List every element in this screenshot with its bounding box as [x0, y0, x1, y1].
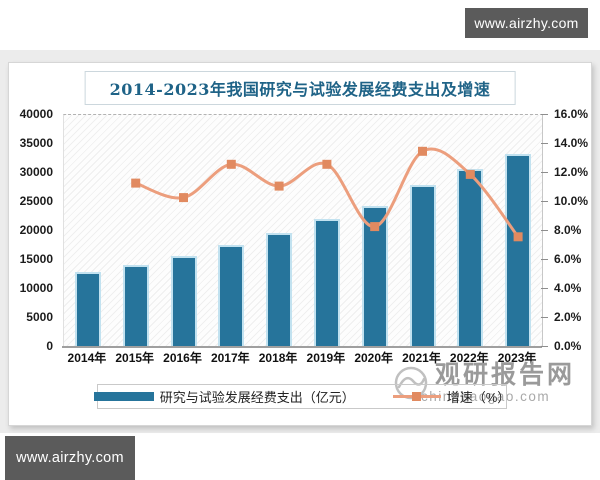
x-axis-tick-label: 2017年	[210, 351, 250, 365]
chart-title: 2014-2023年我国研究与试验发展经费支出及增速	[109, 80, 491, 99]
x-axis-tick-label: 2019年	[306, 351, 346, 365]
line-marker	[513, 232, 523, 242]
growth-line	[134, 147, 520, 239]
plot-area	[63, 114, 543, 347]
legend-item-line-series: 增速（%）	[392, 387, 511, 406]
y-axis-left: 40000 35000 30000 25000 20000 15000 10000 5000 0	[9, 63, 57, 427]
bar	[74, 271, 101, 347]
y-axis-right-tick-label: 10.0%	[554, 194, 589, 208]
y-axis-right: 16.0% 14.0% 12.0% 10.0% 8.0% 6.0% 4.0% 2.0% 0.0%	[551, 63, 593, 427]
y-axis-right-tick-label: 0.0%	[554, 339, 582, 353]
line-marker	[226, 159, 236, 169]
bar	[457, 168, 484, 347]
y-axis-right-tick-mark	[541, 346, 548, 347]
x-axis-tick-label: 2023年	[497, 351, 537, 365]
y-axis-left-tick-label: 15000	[19, 252, 53, 266]
y-axis-right-tick-mark	[541, 201, 548, 202]
line-series-layer	[131, 146, 523, 242]
legend-item-bar-series: 研究与试验发展经费支出（亿元）	[93, 387, 355, 406]
bar	[409, 184, 436, 347]
chart-card: 2014-2023年我国研究与试验发展经费支出及增速 40000 35000 300…	[8, 62, 592, 426]
y-axis-left-tick-label: 30000	[19, 165, 53, 179]
legend-label-line-series: 增速（%）	[446, 390, 511, 405]
y-axis-left-tick-label: 5000	[26, 310, 53, 324]
y-axis-right-tick-label: 16.0%	[554, 107, 589, 121]
watermark-badge-bottom-left: www.airzhy.com	[5, 436, 135, 480]
y-axis-left-tick-label: 20000	[19, 223, 53, 237]
y-axis-right-tick-label: 12.0%	[554, 165, 589, 179]
y-axis-right-tick-label: 4.0%	[554, 281, 582, 295]
bar	[170, 256, 197, 347]
y-axis-left-tick-label: 0	[46, 339, 53, 353]
x-axis-tick-label: 2016年	[163, 351, 202, 365]
line-series-swatch-icon	[392, 392, 441, 401]
y-axis-left-tick-label: 10000	[19, 281, 53, 295]
chart-title-box: 2014-2023年我国研究与试验发展经费支出及增速	[84, 71, 516, 105]
y-axis-left-tick-label: 35000	[19, 136, 53, 150]
bar	[122, 264, 149, 347]
x-axis-labels: 2014年 2015年 2016年 2017年 2018年 2019年 2020年 2021年…	[63, 350, 541, 368]
x-axis-tick-label: 2022年	[449, 351, 489, 365]
y-axis-right-tick-label: 8.0%	[554, 223, 582, 237]
line-marker	[370, 222, 380, 232]
line-marker	[274, 181, 284, 191]
y-axis-right-tick-label: 14.0%	[554, 136, 589, 150]
bar	[218, 244, 245, 347]
line-marker	[465, 169, 475, 179]
x-axis-line	[62, 346, 542, 348]
y-axis-left-tick-label: 25000	[19, 194, 53, 208]
x-axis-tick-label: 2020年	[354, 351, 394, 365]
x-axis-tick-label: 2014年	[67, 351, 107, 365]
y-axis-right-tick-mark	[541, 259, 548, 260]
bar	[505, 154, 532, 347]
y-axis-right-tick-mark	[541, 317, 548, 318]
line-marker	[418, 146, 427, 156]
y-axis-right-tick-label: 2.0%	[554, 310, 582, 324]
legend: 研究与试验发展经费支出（亿元） 增速（%）	[93, 384, 510, 409]
line-marker	[179, 193, 188, 203]
watermark-badge-top-right: www.airzhy.com	[465, 8, 588, 38]
y-axis-right-tick-mark	[541, 143, 548, 144]
y-axis-right-tick-mark	[541, 114, 548, 115]
y-axis-right-tick-mark	[541, 230, 548, 231]
y-axis-right-tick-label: 6.0%	[554, 252, 582, 266]
x-axis-tick-label: 2021年	[402, 351, 441, 365]
line-marker	[322, 159, 332, 169]
line-marker	[131, 178, 141, 188]
x-axis-tick-label: 2018年	[258, 351, 298, 365]
bar	[313, 218, 340, 347]
bar-series-swatch-icon	[93, 392, 154, 401]
y-axis-left-tick-label: 40000	[19, 107, 53, 121]
x-axis-tick-label: 2015年	[115, 351, 155, 365]
y-axis-right-tick-mark	[541, 172, 548, 173]
bar	[266, 232, 293, 347]
y-axis-right-tick-mark	[541, 288, 548, 289]
legend-label-bar-series: 研究与试验发展经费支出（亿元）	[159, 390, 355, 405]
